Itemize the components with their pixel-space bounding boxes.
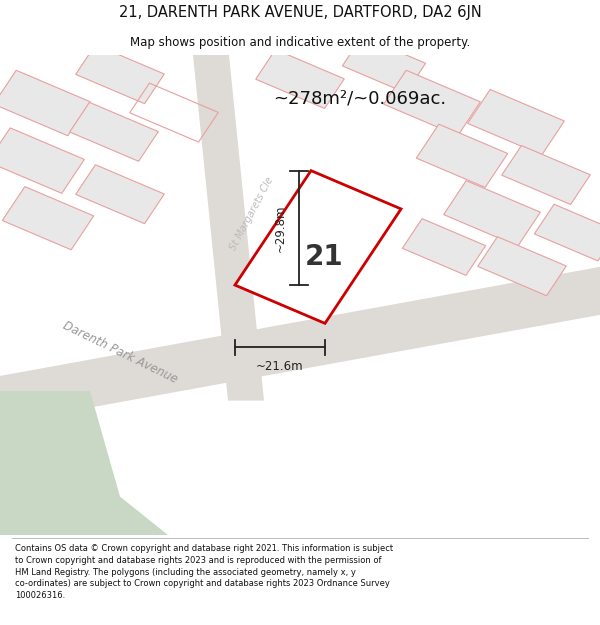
- Polygon shape: [478, 237, 566, 296]
- Text: 21, DARENTH PARK AVENUE, DARTFORD, DA2 6JN: 21, DARENTH PARK AVENUE, DARTFORD, DA2 6…: [119, 4, 481, 19]
- Polygon shape: [502, 146, 590, 204]
- Polygon shape: [443, 181, 541, 246]
- Polygon shape: [0, 128, 85, 193]
- Polygon shape: [0, 391, 168, 559]
- Polygon shape: [70, 102, 158, 161]
- Text: ~29.8m: ~29.8m: [273, 204, 286, 252]
- Polygon shape: [76, 165, 164, 224]
- Polygon shape: [343, 36, 425, 93]
- Polygon shape: [416, 124, 508, 188]
- Text: Darenth Park Avenue: Darenth Park Avenue: [61, 319, 179, 386]
- Polygon shape: [0, 261, 600, 429]
- Polygon shape: [383, 70, 481, 136]
- Text: ~21.6m: ~21.6m: [256, 360, 304, 373]
- Polygon shape: [467, 89, 565, 155]
- Text: Map shows position and indicative extent of the property.: Map shows position and indicative extent…: [130, 36, 470, 49]
- Text: St Margarets Cle: St Margarets Cle: [229, 175, 275, 252]
- Polygon shape: [2, 187, 94, 250]
- Polygon shape: [76, 45, 164, 104]
- Text: 21: 21: [305, 242, 343, 271]
- Polygon shape: [235, 171, 401, 323]
- Polygon shape: [535, 204, 600, 261]
- Polygon shape: [256, 49, 344, 109]
- Text: ~278m²/~0.069ac.: ~278m²/~0.069ac.: [274, 89, 446, 107]
- Polygon shape: [0, 70, 91, 136]
- Polygon shape: [192, 46, 264, 401]
- Polygon shape: [403, 219, 485, 276]
- Text: Contains OS data © Crown copyright and database right 2021. This information is : Contains OS data © Crown copyright and d…: [15, 544, 393, 600]
